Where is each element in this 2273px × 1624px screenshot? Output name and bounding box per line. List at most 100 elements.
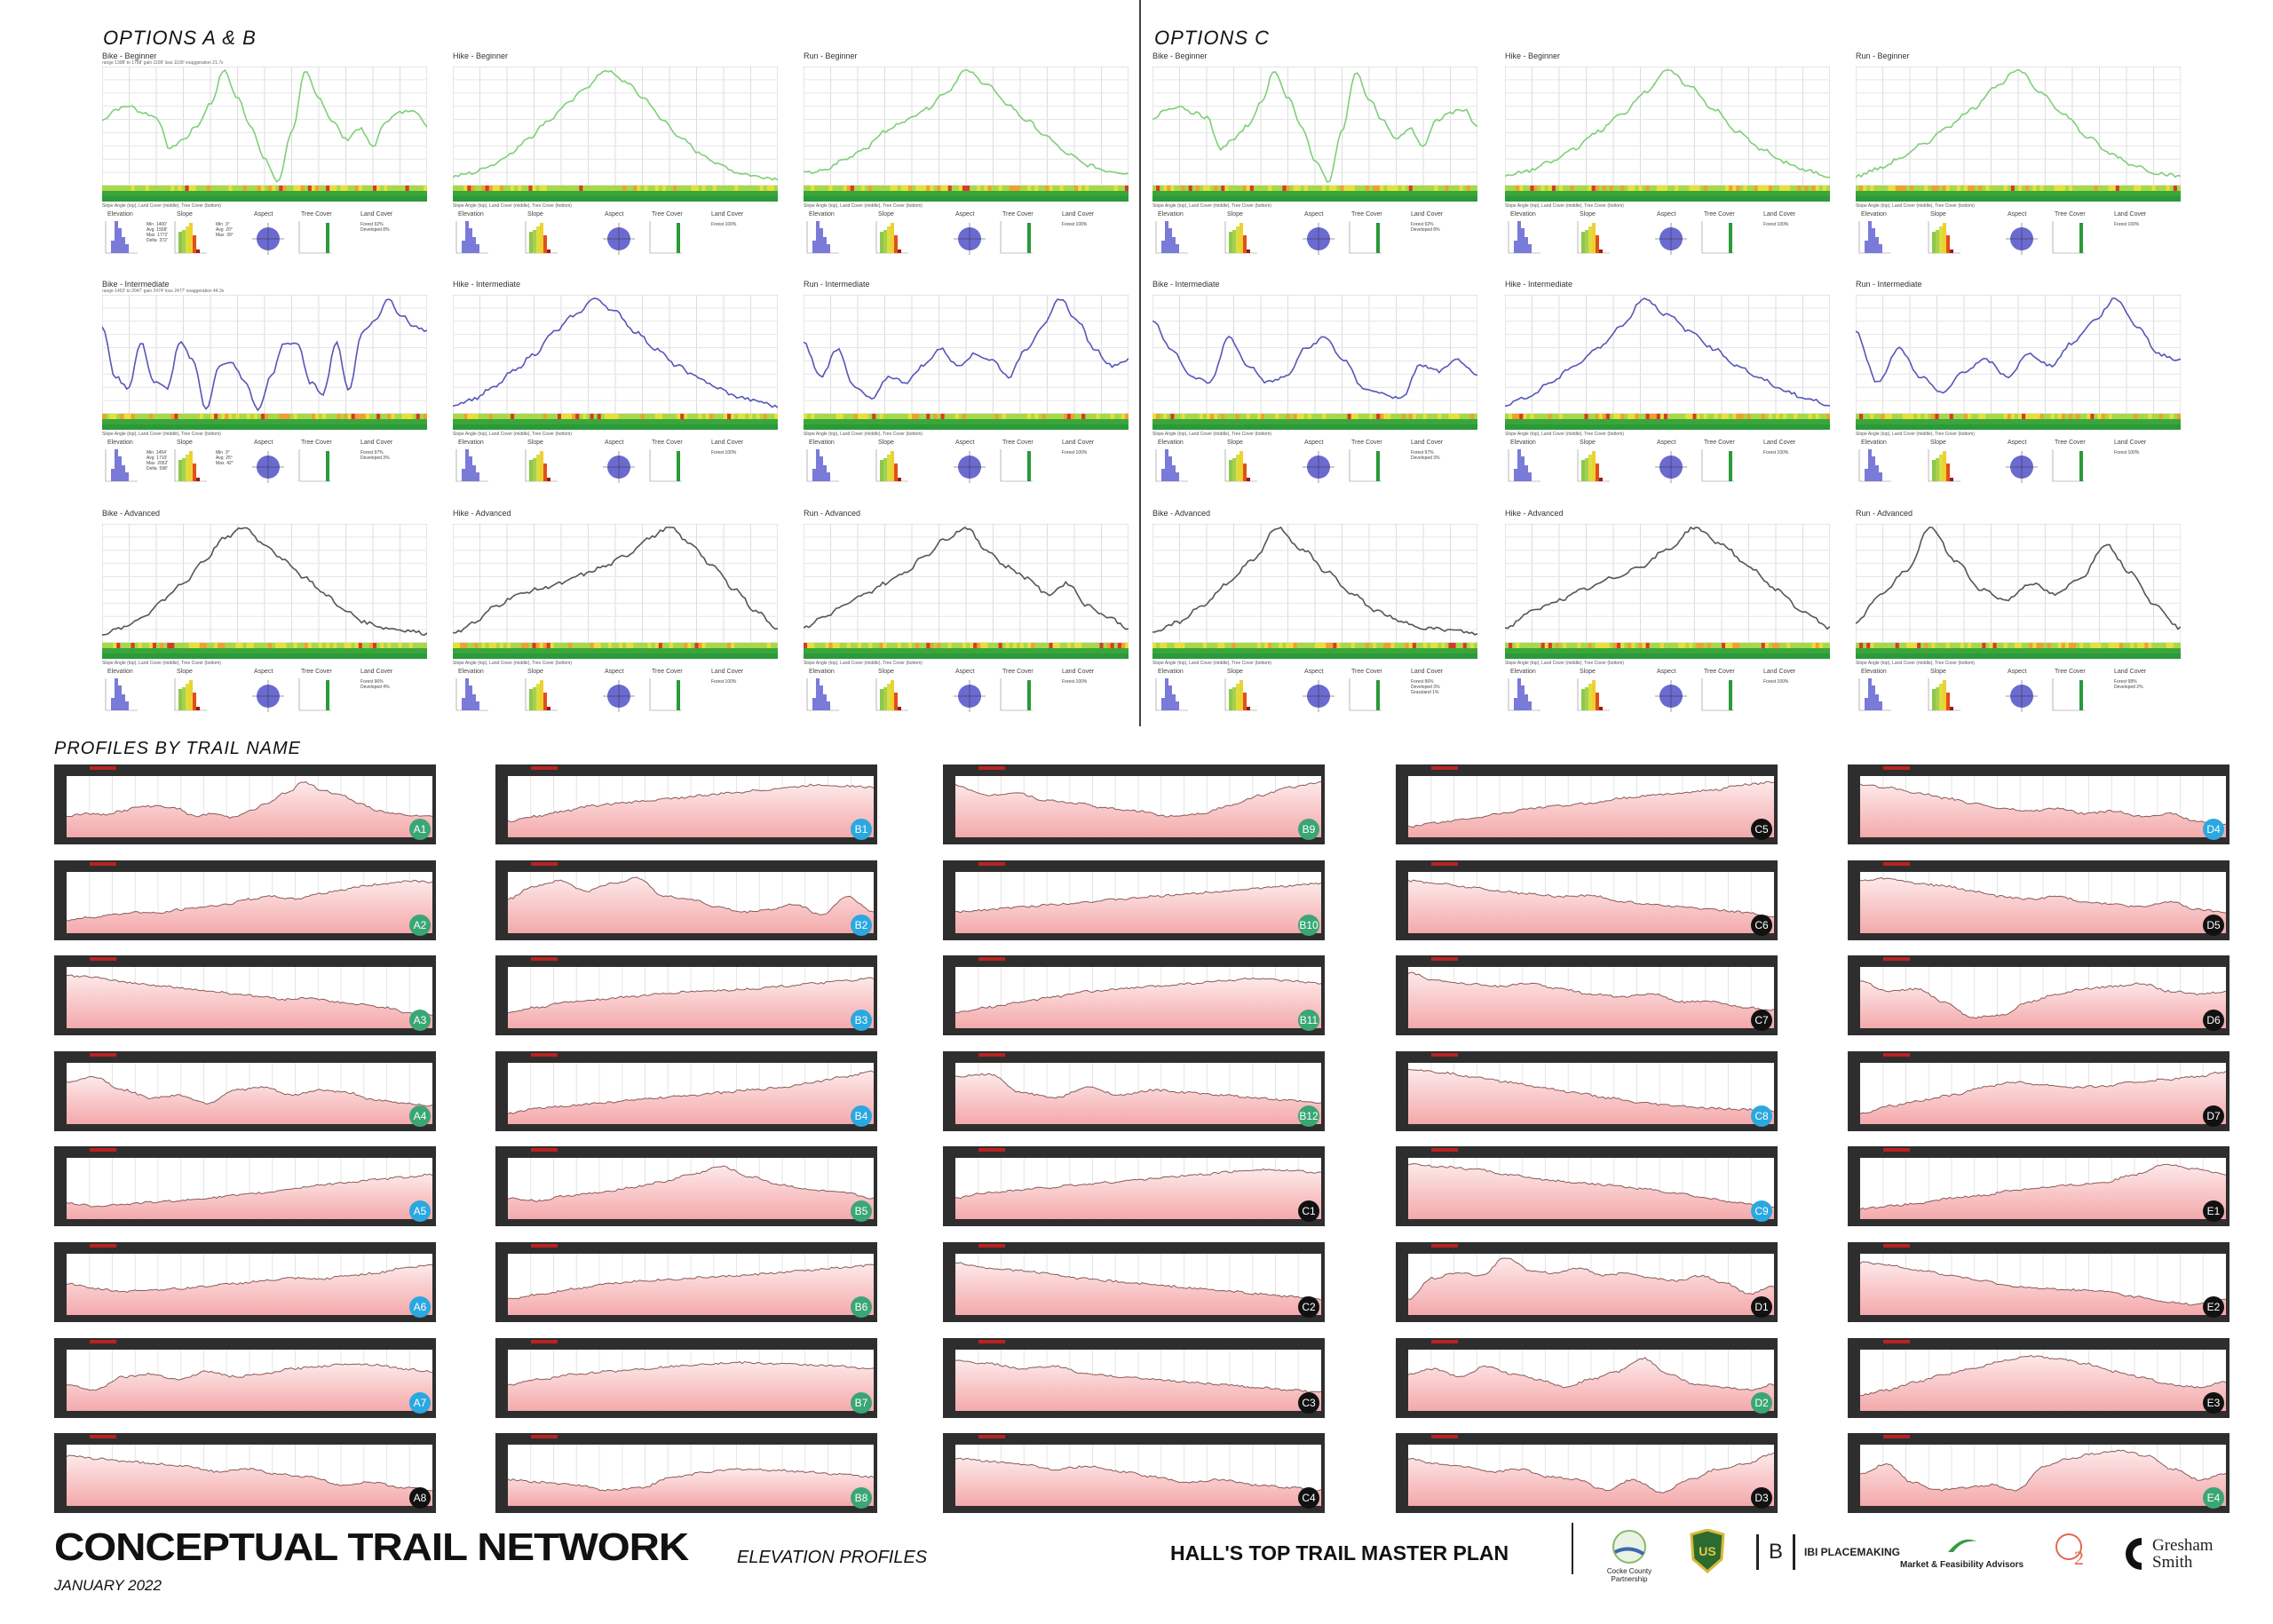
elevation-line <box>954 781 1322 818</box>
trail-profile-c4[interactable]: C4 <box>943 1433 1325 1514</box>
land-cover-legend: Forest 100% <box>711 679 737 685</box>
poster-title: CONCEPTUAL TRAIL NETWORK <box>54 1525 689 1569</box>
panel-stats: Elevation Slope Aspect Tree Cover Land Cover… <box>453 440 778 498</box>
slope-segment <box>661 643 667 648</box>
histogram-bar <box>1943 451 1946 481</box>
trail-profile-b2[interactable]: B2 <box>495 860 877 940</box>
trail-profile-a6[interactable]: A6 <box>54 1242 436 1322</box>
slope-segment <box>535 643 541 648</box>
trail-profile-c3[interactable]: C3 <box>943 1337 1325 1418</box>
trail-profile-d2[interactable]: D2 <box>1396 1337 1778 1418</box>
histogram-bar <box>189 680 193 710</box>
slope-segment <box>1588 643 1593 648</box>
trail-profile-d5[interactable]: D5 <box>1848 860 2229 940</box>
trail-profile-b8[interactable]: B8 <box>495 1433 877 1514</box>
elevation-histogram <box>1508 449 1540 482</box>
trail-profile-b4[interactable]: B4 <box>495 1050 877 1131</box>
trail-profile-b3[interactable]: B3 <box>495 955 877 1036</box>
trail-profile-d1[interactable]: D1 <box>1396 1242 1778 1322</box>
slope-segment <box>615 643 620 648</box>
trail-profile-a3[interactable]: A3 <box>54 955 436 1036</box>
slope-segment <box>2158 186 2164 191</box>
trail-profile-e1[interactable]: E1 <box>1848 1146 2229 1227</box>
slope-segment <box>586 643 591 648</box>
slope-segment <box>2076 414 2080 419</box>
trail-profile-b10[interactable]: B10 <box>943 860 1325 940</box>
slope-segment <box>1096 414 1100 419</box>
trail-profile-b5[interactable]: B5 <box>495 1146 877 1227</box>
trail-profile-a4[interactable]: A4 <box>54 1050 436 1131</box>
slope-segment <box>998 414 1003 419</box>
trail-profile-d4[interactable]: D4 <box>1848 764 2229 844</box>
slope-segment <box>1895 186 1900 191</box>
slope-segment <box>604 186 609 191</box>
slope-segment <box>1544 414 1549 419</box>
slope-segment <box>329 414 334 419</box>
trail-profile-d6[interactable]: D6 <box>1848 955 2229 1036</box>
slope-segment <box>1199 414 1204 419</box>
trail-profile-a8[interactable]: A8 <box>54 1433 436 1514</box>
slope-segment <box>1448 414 1453 419</box>
trail-profile-b7[interactable]: B7 <box>495 1337 877 1418</box>
slope-segment <box>727 643 732 648</box>
trail-badge: E2 <box>2203 1296 2224 1318</box>
header-highlight <box>531 766 558 770</box>
header-highlight <box>1883 957 1910 962</box>
trail-profile-b9[interactable]: B9 <box>943 764 1325 844</box>
slope-segment <box>2061 414 2066 419</box>
slope-segment <box>1350 643 1356 648</box>
trail-profile-b12[interactable]: B12 <box>943 1050 1325 1131</box>
trail-profile-a5[interactable]: A5 <box>54 1146 436 1227</box>
slope-segment <box>131 186 136 191</box>
profile-chart <box>507 1052 875 1124</box>
slope-segment <box>1818 643 1824 648</box>
panel-title: Bike - Intermediate <box>102 280 170 289</box>
trail-profile-c2[interactable]: C2 <box>943 1242 1325 1322</box>
elevation-line <box>1505 69 1830 178</box>
histogram-bar <box>1376 451 1380 481</box>
trail-profile-d3[interactable]: D3 <box>1396 1433 1778 1514</box>
slope-segment <box>235 186 241 191</box>
slope-segment <box>423 643 427 648</box>
trail-profile-b1[interactable]: B1 <box>495 764 877 844</box>
trail-profile-e3[interactable]: E3 <box>1848 1337 2229 1418</box>
slope-segment <box>1811 643 1817 648</box>
trail-profile-c1[interactable]: C1 <box>943 1146 1325 1227</box>
trail-profile-c6[interactable]: C6 <box>1396 860 1778 940</box>
trail-profile-d7[interactable]: D7 <box>1848 1050 2229 1131</box>
elevation-area <box>508 876 874 933</box>
slope-segment <box>1124 643 1129 648</box>
elevation-line <box>954 1457 1322 1492</box>
histogram-bar <box>1528 472 1532 481</box>
histogram-bar <box>1247 478 1250 481</box>
slope-segment <box>275 643 280 648</box>
trail-profile-b6[interactable]: B6 <box>495 1242 877 1322</box>
slope-segment <box>811 186 815 191</box>
slope-segment <box>148 186 154 191</box>
trail-profile-a7[interactable]: A7 <box>54 1337 436 1418</box>
slope-segment <box>2126 414 2131 419</box>
slope-segment <box>163 186 168 191</box>
slope-segment <box>1801 414 1806 419</box>
stat-label-tree: Tree Cover <box>1351 440 1382 446</box>
histogram-bar <box>1868 678 1872 710</box>
slope-segment <box>546 186 551 191</box>
slope-segment <box>1427 186 1431 191</box>
trail-profile-e2[interactable]: E2 <box>1848 1242 2229 1322</box>
trail-profile-c9[interactable]: C9 <box>1396 1146 1778 1227</box>
trail-profile-b11[interactable]: B11 <box>943 955 1325 1036</box>
header-highlight <box>1431 1435 1458 1439</box>
slope-segment <box>1152 414 1157 419</box>
trail-profile-c7[interactable]: C7 <box>1396 955 1778 1036</box>
panel-stats: Elevation Slope Aspect Tree Cover Land Cover… <box>1856 669 2181 727</box>
slope-segment <box>756 186 761 191</box>
trail-profile-a1[interactable]: A1 <box>54 764 436 844</box>
histogram-bar <box>1939 684 1943 710</box>
trail-profile-a2[interactable]: A2 <box>54 860 436 940</box>
trail-profile-e4[interactable]: E4 <box>1848 1433 2229 1514</box>
slope-segment <box>1373 643 1377 648</box>
slope-segment <box>640 414 645 419</box>
trail-profile-c5[interactable]: C5 <box>1396 764 1778 844</box>
slope-segment <box>923 186 927 191</box>
trail-profile-c8[interactable]: C8 <box>1396 1050 1778 1131</box>
